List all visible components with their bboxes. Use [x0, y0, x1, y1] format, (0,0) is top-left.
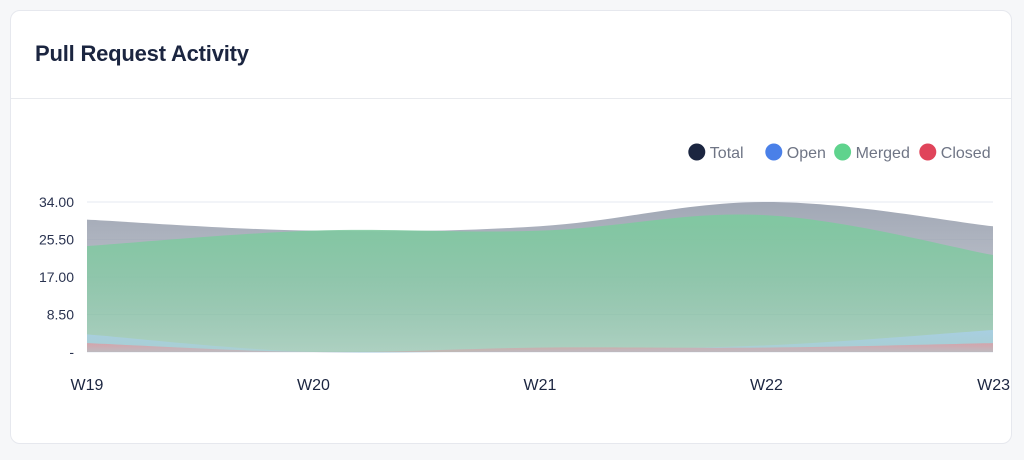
legend-label: Closed — [941, 145, 991, 162]
x-tick-label: W21 — [524, 377, 557, 394]
series-area-closed[interactable] — [87, 343, 993, 353]
x-tick-label: W19 — [71, 377, 104, 394]
y-tick-label: 17.00 — [39, 269, 74, 285]
series-areas — [87, 202, 993, 353]
card-title: Pull Request Activity — [35, 41, 249, 66]
legend-item-merged[interactable]: Merged — [834, 143, 910, 163]
legend-label: Merged — [856, 145, 910, 162]
x-tick-label: W20 — [297, 377, 330, 394]
legend: Total Open Merged Closed — [688, 143, 991, 163]
card-header: Pull Request Activity — [11, 11, 1011, 99]
legend-marker-total — [688, 143, 706, 161]
legend-label: Total — [710, 145, 744, 162]
legend-item-closed[interactable]: Closed — [919, 143, 991, 163]
legend-item-open[interactable]: Open — [765, 143, 826, 163]
legend-item-total[interactable]: Total — [688, 143, 744, 163]
y-tick-label: - — [69, 344, 74, 360]
legend-label: Open — [787, 145, 826, 162]
y-tick-label: 25.50 — [39, 232, 74, 248]
x-tick-label: W22 — [750, 377, 783, 394]
series-area-open[interactable] — [87, 329, 993, 353]
legend-marker-open — [765, 143, 783, 161]
x-axis-labels: W19 W20 W21 W22 W23 — [71, 377, 1011, 394]
legend-marker-merged — [834, 143, 852, 161]
x-tick-label: W23 — [977, 377, 1010, 394]
legend-marker-closed — [919, 143, 937, 161]
y-tick-label: 34.00 — [39, 194, 74, 210]
series-area-merged[interactable] — [87, 214, 993, 352]
y-tick-label: 8.50 — [47, 307, 74, 323]
y-axis-labels: 34.00 25.50 17.00 8.50 - — [39, 194, 74, 360]
